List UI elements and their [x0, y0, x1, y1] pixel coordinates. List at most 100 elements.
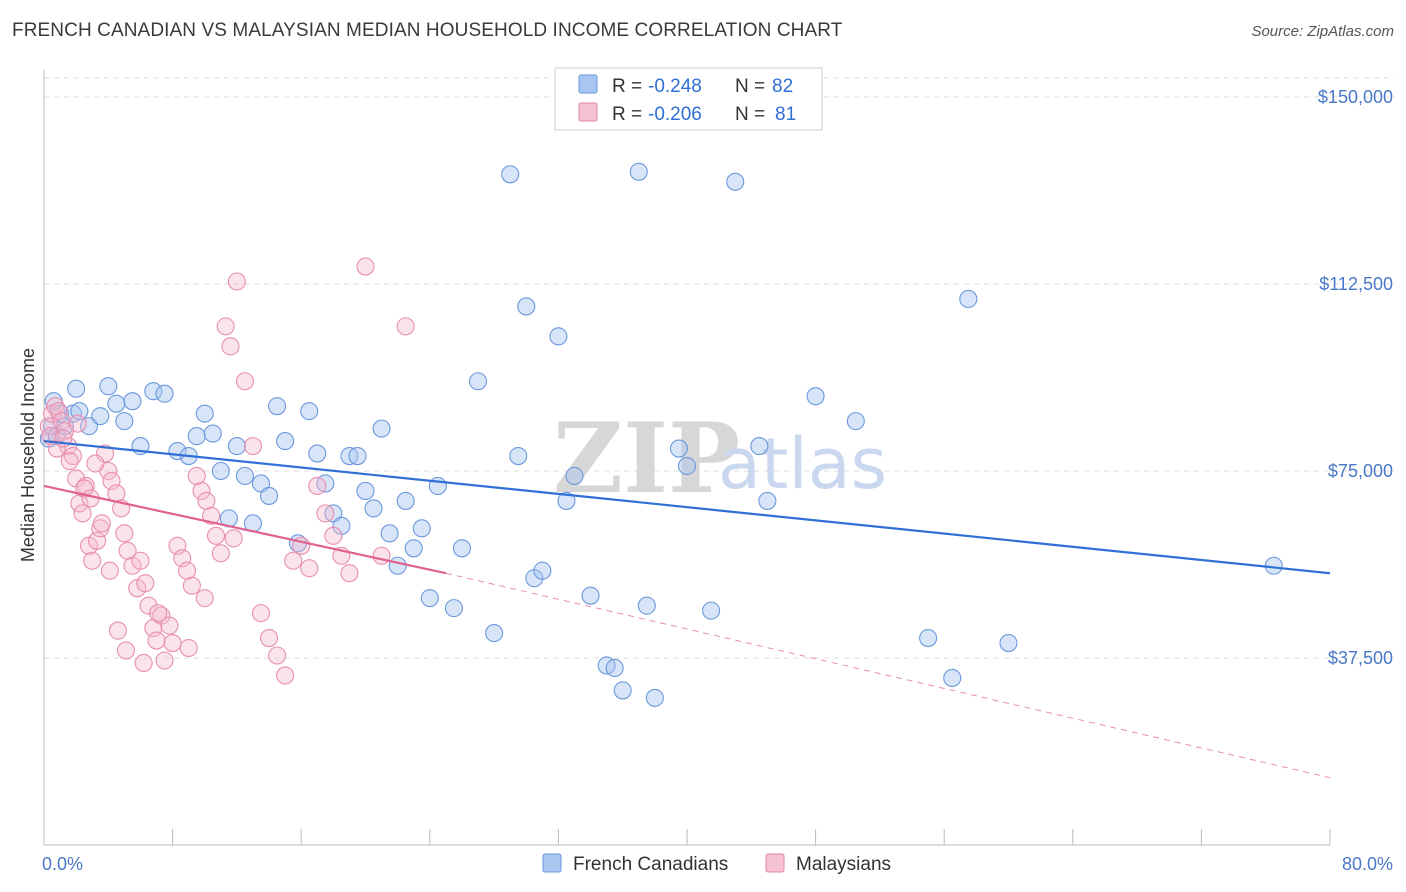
- point-french-canadians-74: [846, 412, 865, 431]
- point-malaysians-79: [195, 589, 214, 608]
- point-french-canadians-66: [645, 688, 664, 707]
- point-french-canadians-45: [412, 519, 431, 538]
- point-french-canadians-70: [726, 172, 745, 191]
- point-malaysians-43: [211, 544, 230, 563]
- point-malaysians-53: [284, 551, 303, 570]
- point-malaysians-78: [179, 638, 198, 658]
- point-french-canadians-53: [509, 446, 528, 466]
- point-malaysians-40: [197, 491, 216, 510]
- point-french-canadians-78: [999, 633, 1018, 653]
- point-french-canadians-41: [380, 524, 399, 543]
- chart-title: FRENCH CANADIAN VS MALAYSIAN MEDIAN HOUS…: [12, 20, 843, 41]
- point-malaysians-62: [372, 546, 391, 565]
- watermark-atlas: atlas: [718, 423, 887, 505]
- point-malaysians-29: [147, 631, 166, 650]
- legend-swatch-pink: [578, 102, 598, 122]
- point-french-canadians-46: [420, 589, 439, 608]
- point-french-canadians-10: [107, 394, 126, 413]
- source-note: Source: ZipAtlas.com: [1251, 23, 1394, 40]
- point-french-canadians-44: [404, 539, 423, 558]
- point-malaysians-67: [60, 451, 79, 471]
- legend-swatch-blue: [578, 74, 598, 94]
- point-french-canadians-57: [549, 327, 568, 346]
- point-malaysians-46: [227, 272, 246, 291]
- point-malaysians-3: [49, 402, 68, 421]
- y-tick-label-2: $112,500: [1319, 274, 1393, 294]
- trend-line-malaysians-extension: [445, 572, 1331, 779]
- point-malaysians-7: [63, 446, 82, 466]
- point-french-canadians-37: [348, 446, 367, 466]
- point-malaysians-27: [139, 596, 158, 615]
- point-malaysians-74: [108, 621, 127, 640]
- point-french-canadians-29: [276, 432, 295, 451]
- point-malaysians-76: [134, 653, 153, 673]
- point-french-canadians-11: [115, 412, 134, 431]
- y-tick-label-0: $37,500: [1328, 648, 1393, 668]
- x-tick-labels: 0.0% 80.0%: [42, 854, 1393, 874]
- point-french-canadians-24: [235, 466, 254, 486]
- point-malaysians-63: [396, 317, 415, 336]
- point-french-canadians-67: [669, 439, 689, 458]
- point-malaysians-58: [324, 526, 343, 545]
- axes: [43, 70, 1331, 846]
- point-malaysians-10: [73, 504, 92, 523]
- point-french-canadians-73: [806, 387, 825, 406]
- point-malaysians-39: [192, 481, 211, 500]
- point-french-canadians-14: [144, 382, 163, 401]
- point-french-canadians-71: [750, 437, 769, 456]
- point-french-canadians-50: [468, 372, 488, 391]
- point-malaysians-42: [206, 526, 226, 545]
- point-malaysians-36: [178, 561, 197, 580]
- point-malaysians-52: [276, 666, 295, 685]
- point-malaysians-73: [100, 561, 119, 580]
- point-french-canadians-49: [452, 539, 472, 558]
- point-french-canadians-8: [91, 407, 110, 426]
- point-french-canadians-51: [485, 624, 504, 643]
- point-malaysians-38: [187, 466, 206, 486]
- legend-r-label-2: R =: [612, 104, 642, 125]
- point-french-canadians-65: [637, 596, 656, 615]
- point-malaysians-47: [235, 372, 254, 391]
- point-french-canadians-68: [677, 456, 697, 476]
- bottom-legend-label-malaysians: Malaysians: [796, 854, 891, 875]
- point-malaysians-32: [160, 616, 179, 635]
- legend-n-value-2: 81: [775, 104, 796, 125]
- point-french-canadians-54: [517, 297, 536, 316]
- point-french-canadians-23: [227, 437, 246, 456]
- point-malaysians-61: [356, 257, 375, 276]
- point-malaysians-55: [300, 559, 319, 578]
- point-french-canadians-12: [123, 392, 142, 411]
- point-french-canadians-52: [501, 165, 520, 184]
- legend-n-label-2: N =: [735, 104, 765, 125]
- grid-lines: [44, 77, 1395, 659]
- point-malaysians-80: [224, 529, 243, 548]
- point-malaysians-60: [340, 564, 359, 583]
- legend-r-value-1: -0.248: [648, 76, 702, 97]
- point-malaysians-16: [96, 444, 115, 463]
- y-axis-label: Median Household Income: [18, 348, 38, 562]
- series-malaysians: [39, 257, 415, 685]
- point-french-canadians-58: [557, 491, 576, 510]
- point-french-canadians-62: [605, 658, 624, 678]
- point-french-canadians-42: [388, 556, 407, 575]
- point-french-canadians-38: [356, 481, 375, 500]
- point-french-canadians-43: [396, 491, 415, 510]
- series-french-canadians: [39, 162, 1283, 707]
- point-french-canadians-56: [533, 561, 552, 580]
- point-malaysians-72: [92, 514, 111, 533]
- legend-n-label-1: N =: [735, 76, 765, 97]
- point-french-canadians-27: [259, 486, 279, 505]
- point-french-canadians-75: [919, 629, 938, 648]
- point-malaysians-65: [47, 439, 66, 458]
- point-french-canadians-39: [364, 499, 383, 518]
- point-french-canadians-72: [758, 491, 777, 510]
- point-malaysians-13: [83, 551, 102, 570]
- point-malaysians-44: [216, 317, 235, 336]
- point-french-canadians-40: [372, 419, 391, 438]
- point-malaysians-21: [115, 524, 134, 543]
- point-french-canadians-63: [613, 681, 632, 700]
- point-malaysians-50: [259, 629, 279, 648]
- point-french-canadians-9: [99, 377, 118, 396]
- point-malaysians-56: [308, 476, 327, 496]
